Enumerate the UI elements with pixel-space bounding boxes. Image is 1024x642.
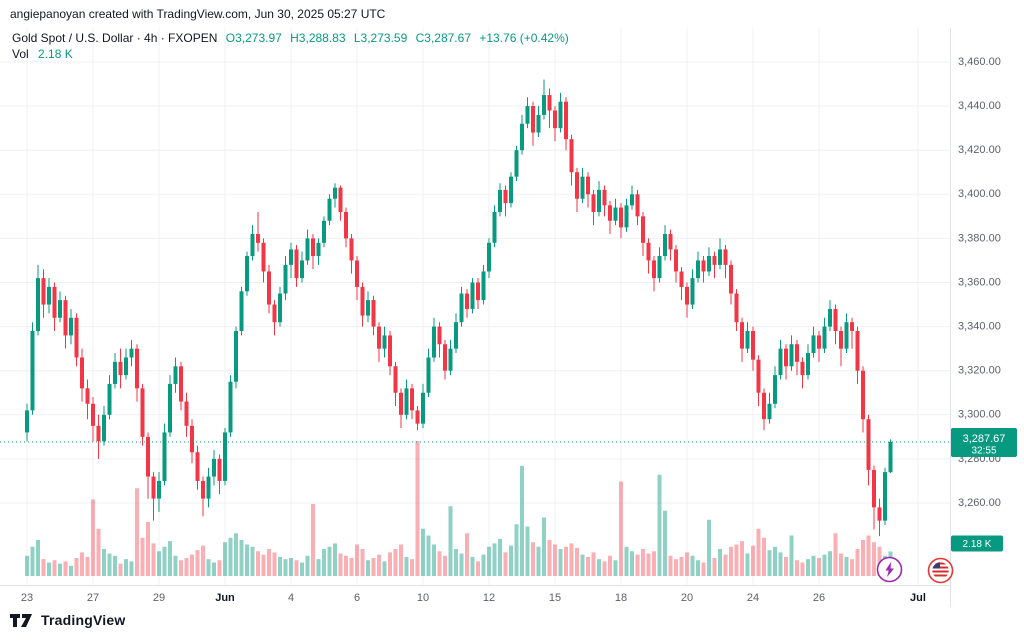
symbol-title: Gold Spot / U.S. Dollar · 4h · FXOPEN	[12, 31, 218, 45]
svg-text:32:55: 32:55	[971, 446, 996, 457]
attribution-text: angiepanoyan created with TradingView.co…	[10, 7, 386, 21]
svg-text:3,420.00: 3,420.00	[958, 144, 1001, 156]
svg-text:20: 20	[681, 592, 693, 604]
volume-bars	[25, 441, 893, 576]
svg-text:27: 27	[87, 592, 99, 604]
svg-text:3,460.00: 3,460.00	[958, 56, 1001, 68]
tradingview-footer-logo[interactable]: TradingView	[10, 610, 125, 630]
gridlines	[0, 28, 951, 607]
us-flag-icon	[927, 557, 954, 584]
lightning-icon-button[interactable]	[876, 556, 903, 583]
svg-text:4: 4	[288, 592, 294, 604]
svg-text:3,340.00: 3,340.00	[958, 321, 1001, 333]
svg-text:3,260.00: 3,260.00	[958, 497, 1001, 509]
candles	[25, 79, 893, 537]
lightning-icon	[876, 556, 903, 583]
ohlc-high: H3,288.83	[290, 31, 346, 45]
ohlc-change: +13.76 (+0.42%)	[479, 31, 569, 45]
ohlc-low: L3,273.59	[353, 31, 408, 45]
volume-value: 2.18 K	[38, 47, 73, 61]
svg-text:10: 10	[417, 592, 429, 604]
us-flag-icon-button[interactable]	[927, 557, 954, 584]
svg-text:2.18 K: 2.18 K	[963, 539, 992, 550]
tradingview-wordmark: TradingView	[41, 612, 126, 628]
tradingview-logo-icon	[10, 614, 32, 627]
price-axis[interactable]: 3,460.00 3,440.00 3,420.00 3,400.00 3,380.00…	[958, 56, 1001, 553]
volume-legend[interactable]: Vol 2.18 K	[12, 47, 73, 61]
volume-badge: 2.18 K	[951, 535, 1003, 552]
svg-text:12: 12	[483, 592, 495, 604]
svg-text:26: 26	[813, 592, 825, 604]
svg-text:3,287.67: 3,287.67	[963, 433, 1006, 445]
symbol-legend[interactable]: Gold Spot / U.S. Dollar · 4h · FXOPEN O3…	[12, 31, 569, 45]
svg-text:3,360.00: 3,360.00	[958, 276, 1001, 288]
ohlc-close: C3,287.67	[415, 31, 471, 45]
svg-text:3,440.00: 3,440.00	[958, 100, 1001, 112]
svg-text:Jun: Jun	[215, 592, 235, 604]
svg-text:29: 29	[153, 592, 165, 604]
volume-label: Vol	[12, 47, 29, 61]
svg-text:23: 23	[21, 592, 33, 604]
svg-text:24: 24	[747, 592, 759, 604]
svg-text:3,400.00: 3,400.00	[958, 188, 1001, 200]
svg-text:3,300.00: 3,300.00	[958, 409, 1001, 421]
svg-text:Jul: Jul	[910, 592, 926, 604]
svg-text:6: 6	[354, 592, 360, 604]
svg-text:3,320.00: 3,320.00	[958, 365, 1001, 377]
svg-text:18: 18	[615, 592, 627, 604]
svg-text:3,380.00: 3,380.00	[958, 232, 1001, 244]
ohlc-open: O3,273.97	[225, 31, 282, 45]
svg-text:15: 15	[549, 592, 561, 604]
time-axis[interactable]: 23 27 29 Jun 4 6 10 12 15 18 20 24 26 Jul	[21, 592, 926, 604]
